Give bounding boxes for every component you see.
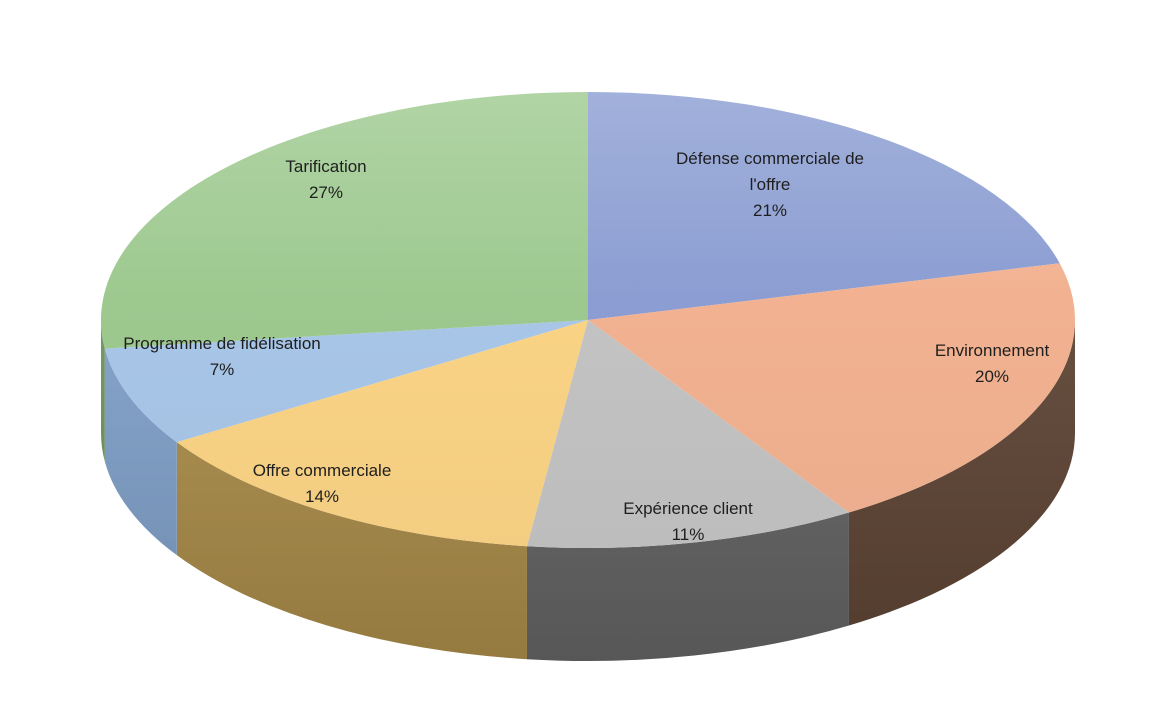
pie-slice-side-programme-fidelisation bbox=[104, 348, 177, 556]
pie-slice-side-environnement bbox=[848, 320, 1075, 626]
pie-slice-side-tarification bbox=[101, 320, 105, 462]
pie-slice-environnement[interactable] bbox=[588, 263, 1075, 513]
pie-slice-tarification[interactable] bbox=[100, 92, 588, 349]
pie-slice-experience-client[interactable] bbox=[526, 320, 849, 549]
pie-slice-side-offre-commerciale bbox=[176, 442, 527, 660]
pie-slice-side-experience-client bbox=[526, 512, 849, 662]
pie-slice-defense-commerciale-offre[interactable] bbox=[588, 92, 1060, 320]
pie-slice-programme-fidelisation[interactable] bbox=[104, 320, 588, 443]
pie-slice-offre-commerciale[interactable] bbox=[176, 320, 588, 547]
